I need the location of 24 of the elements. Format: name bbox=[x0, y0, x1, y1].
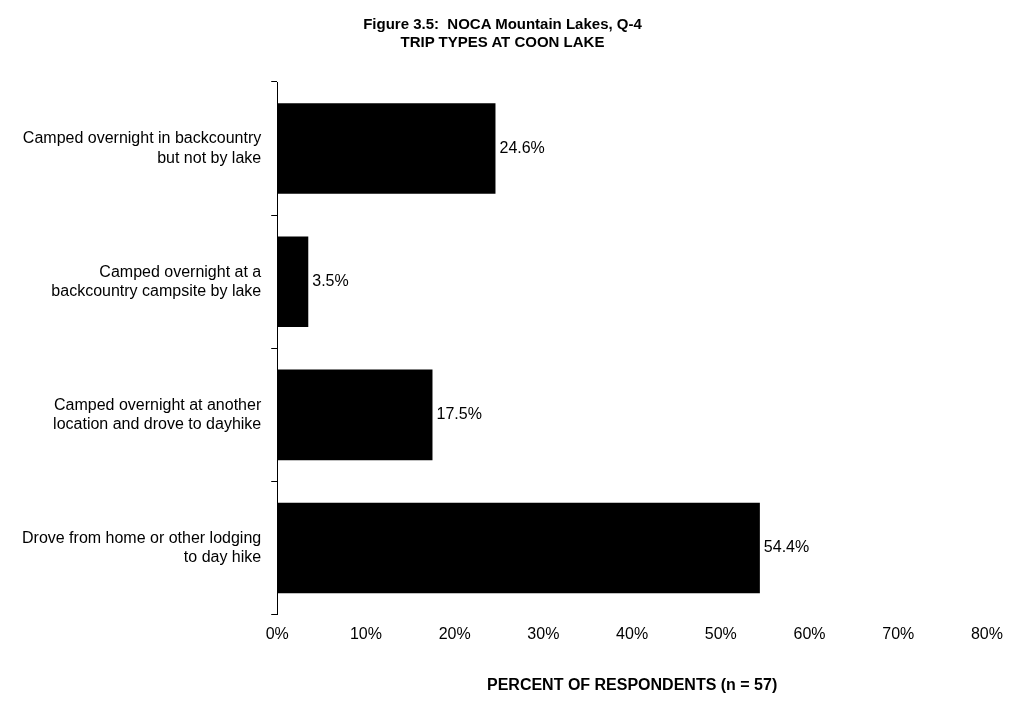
chart-title: Figure 3.5: NOCA Mountain Lakes, Q-4 bbox=[363, 15, 643, 33]
data-label: 54.4% bbox=[763, 538, 810, 556]
data-label: 17.5% bbox=[436, 405, 482, 423]
bar bbox=[277, 369, 433, 461]
bar bbox=[277, 502, 760, 594]
x-tick-label: 80% bbox=[970, 624, 1003, 642]
y-tick-label: Drove from home or other lodging to day hike bbox=[21, 528, 262, 566]
x-tick-label: 60% bbox=[793, 624, 826, 642]
y-tick-label: Camped overnight in backcountry but not by lake bbox=[22, 129, 262, 166]
x-tick-label: 20% bbox=[438, 624, 471, 642]
y-tick-label: Camped overnight at another location and drove to dayhike bbox=[53, 395, 262, 432]
x-tick-label: 50% bbox=[704, 624, 737, 642]
data-label: 24.6% bbox=[499, 138, 545, 156]
chart-subtitle: TRIP TYPES AT COON LAKE bbox=[400, 33, 605, 51]
x-tick-label: 10% bbox=[349, 624, 382, 642]
data-label: 3.5% bbox=[312, 272, 349, 290]
bar bbox=[277, 236, 309, 327]
x-tick-label: 40% bbox=[616, 624, 649, 642]
x-tick-label: 70% bbox=[882, 624, 915, 642]
y-tick-label: Camped overnight at a backcountry campsite by lake bbox=[51, 262, 262, 299]
x-tick-label: 30% bbox=[527, 624, 560, 642]
bar bbox=[277, 103, 496, 194]
x-axis-title: PERCENT OF RESPONDENTS (n = 57) bbox=[486, 675, 778, 693]
x-tick-label: 0% bbox=[265, 624, 289, 642]
